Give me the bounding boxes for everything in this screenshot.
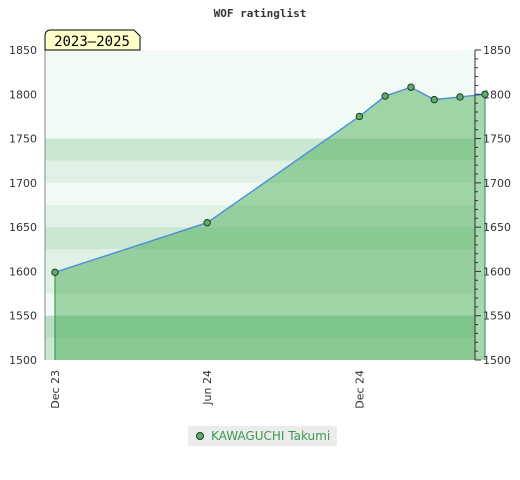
series-line (54, 86, 486, 273)
y-tick-label-left: 1550 (9, 310, 37, 323)
y-tick-label-left: 1800 (9, 88, 37, 101)
band (45, 72, 475, 95)
data-point (381, 92, 389, 100)
period-label-box (44, 29, 141, 51)
y-tick-label-right: 1800 (483, 88, 511, 101)
series-area (54, 87, 485, 360)
chart-title: WOF ratinglist (214, 7, 307, 20)
y-tick-label-right: 1550 (483, 310, 511, 323)
data-point (456, 93, 464, 101)
points-layer (51, 83, 489, 277)
y-tick-label-right: 1500 (483, 354, 511, 367)
legend-label: KAWAGUCHI Takumi (211, 429, 331, 443)
band (45, 50, 475, 73)
y-tick-label-left: 1650 (9, 221, 37, 234)
band (45, 227, 475, 250)
band (45, 138, 475, 161)
data-point (481, 90, 489, 98)
legend-marker (196, 432, 204, 440)
y-tick-label-right: 1600 (483, 265, 511, 278)
x-tick-label: Dec 23 (49, 370, 62, 409)
band (45, 271, 475, 294)
y-tick-label-right: 1700 (483, 177, 511, 190)
area-layer (54, 86, 486, 360)
x-tick-label: Dec 24 (353, 370, 366, 409)
band (45, 337, 475, 360)
band (45, 182, 475, 205)
band (45, 315, 475, 338)
y-tick-label-left: 1850 (9, 44, 37, 57)
band (45, 205, 475, 228)
data-point (51, 268, 59, 277)
y-tick-label-left: 1500 (9, 354, 37, 367)
period-label: 2023–2025 (44, 29, 141, 51)
data-point (430, 95, 438, 104)
data-point (407, 83, 415, 91)
data-point (203, 219, 211, 227)
period-label-text: 2023–2025 (54, 34, 130, 50)
y-tick-label-right: 1650 (483, 221, 511, 234)
y-tick-label-left: 1600 (9, 265, 37, 278)
background-bands (45, 50, 475, 360)
y-tick-label-left: 1750 (9, 133, 37, 146)
band (45, 116, 475, 139)
y-tick-label-right: 1850 (483, 44, 511, 57)
axes: 1500 1500 1550 1550 1600 1600 1650 1650 1700 1700… (9, 44, 511, 409)
y-tick-label-left: 1700 (9, 177, 37, 190)
x-tick-label: Jun 24 (201, 370, 214, 406)
y-tick-label-right: 1750 (483, 133, 511, 146)
band (45, 160, 475, 183)
data-point (355, 112, 364, 121)
legend: KAWAGUCHI Takumi (188, 426, 338, 446)
band (45, 293, 475, 316)
band (45, 249, 475, 272)
